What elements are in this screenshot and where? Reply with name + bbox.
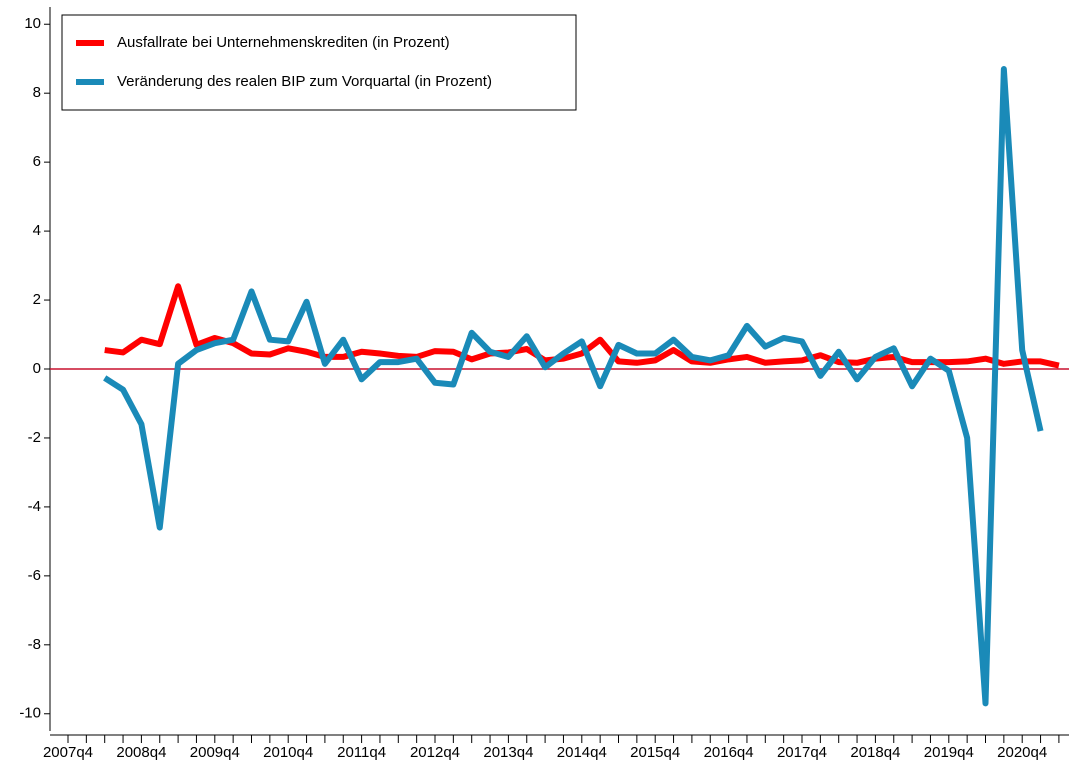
x-tick-label: 2019q4 — [924, 744, 974, 761]
x-tick-label: 2011q4 — [337, 744, 386, 761]
x-tick-label: 2007q4 — [43, 744, 93, 761]
y-tick-label: -6 — [28, 567, 41, 584]
y-tick-label: 6 — [33, 153, 41, 170]
x-tick-label: 2018q4 — [850, 744, 900, 761]
y-tick-label: -10 — [19, 705, 41, 722]
x-tick-label: 2010q4 — [263, 744, 313, 761]
legend-label: Ausfallrate bei Unternehmenskrediten (in… — [117, 34, 450, 51]
x-tick-label: 2016q4 — [704, 744, 754, 761]
legend-box — [61, 14, 577, 111]
y-tick-label: 2 — [33, 291, 41, 308]
y-tick-label: 10 — [24, 15, 41, 32]
y-tick-label: 8 — [33, 84, 41, 101]
x-tick-label: 2014q4 — [557, 744, 607, 761]
y-tick-label: -8 — [28, 636, 41, 653]
x-tick-label: 2017q4 — [777, 744, 827, 761]
x-tick-label: 2012q4 — [410, 744, 460, 761]
x-tick-label: 2020q4 — [997, 744, 1047, 761]
x-tick-label: 2015q4 — [630, 744, 680, 761]
x-tick-label: 2008q4 — [116, 744, 166, 761]
y-tick-label: -2 — [28, 429, 41, 446]
series-line — [103, 66, 1044, 707]
x-tick-label: 2009q4 — [190, 744, 240, 761]
y-tick-label: -4 — [28, 498, 41, 515]
y-tick-label: 4 — [33, 222, 41, 239]
x-tick-label: 2013q4 — [483, 744, 533, 761]
legend-label: Veränderung des realen BIP zum Vorquarta… — [117, 73, 492, 90]
y-tick-label: 0 — [33, 360, 41, 377]
